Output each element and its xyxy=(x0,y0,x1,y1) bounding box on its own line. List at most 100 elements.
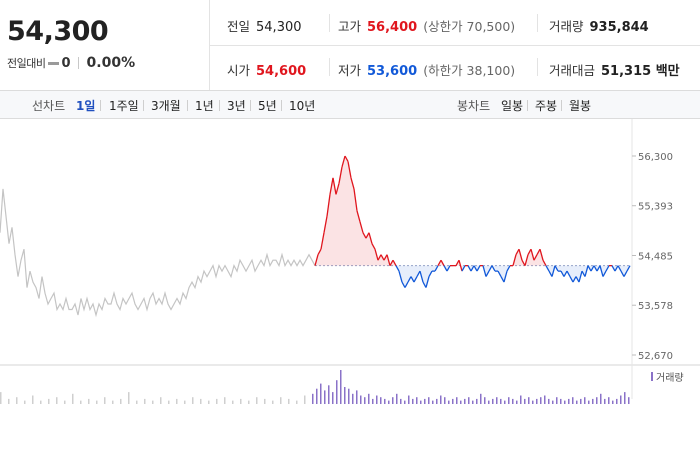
high-value: 56,400 xyxy=(367,20,418,35)
tab-weekly-candle[interactable]: 주봉 xyxy=(535,99,558,113)
up-price-segment xyxy=(539,249,544,261)
up-fill-segment xyxy=(348,161,351,266)
stat-prev-close: 전일 54,300 xyxy=(227,16,302,35)
chart-price-lines xyxy=(0,155,631,318)
up-price-segment xyxy=(542,259,547,266)
volume-bar xyxy=(380,397,382,404)
up-fill-segment xyxy=(345,156,348,266)
stat-row-divider xyxy=(209,45,700,46)
down-fill-segment xyxy=(405,265,408,288)
price-summary: 54,300 전일대비 0 0.00% xyxy=(0,0,209,90)
volume-bar xyxy=(392,397,394,404)
down-price-segment xyxy=(461,265,466,272)
volume-bar xyxy=(24,400,26,404)
volume-bar xyxy=(328,385,330,404)
down-fill-segment xyxy=(603,265,606,277)
volume-bar xyxy=(592,398,594,404)
y-tick-label: 55,393 xyxy=(638,202,673,213)
up-price-segment xyxy=(518,249,523,261)
tab-5-years[interactable]: 5년 xyxy=(258,99,277,113)
volume-bar xyxy=(540,397,542,404)
down-price-segment xyxy=(620,270,625,277)
up-price-segment xyxy=(530,249,535,261)
up-price-segment xyxy=(515,248,520,255)
volume-bar xyxy=(272,400,274,404)
up-price-segment xyxy=(335,183,340,195)
volume-bar xyxy=(348,388,350,404)
volume-bar xyxy=(232,400,234,404)
down-price-segment xyxy=(428,270,433,277)
volume-bar xyxy=(568,398,570,404)
tab-daily-candle[interactable]: 일봉 xyxy=(501,99,524,113)
volume-bars xyxy=(0,370,630,404)
volume-bar xyxy=(516,400,518,404)
up-price-segment xyxy=(512,254,517,266)
volume-bar xyxy=(580,398,582,404)
tab-1-week[interactable]: 1주일 xyxy=(109,99,139,113)
down-price-segment xyxy=(407,276,412,283)
volume-bar xyxy=(56,397,58,404)
quote-header: 54,300 전일대비 0 0.00% 전일 54,300 고가 56,400 … xyxy=(0,0,700,90)
down-price-segment xyxy=(419,270,424,283)
down-fill-segment xyxy=(402,265,405,288)
down-fill-segment xyxy=(486,265,489,277)
down-price-segment xyxy=(404,281,409,288)
up-price-segment xyxy=(326,194,331,217)
volume-bar xyxy=(376,395,378,404)
volume-bar xyxy=(420,400,422,404)
tab-monthly-candle[interactable]: 월봉 xyxy=(569,99,592,113)
price-chart: 56,300 55,393 54,485 53,578 52,670 거래량 xyxy=(0,119,700,404)
line-chart-label: 선차트 xyxy=(32,99,66,113)
tab-1-day[interactable]: 1일 xyxy=(76,99,96,113)
y-tick-label: 56,300 xyxy=(638,152,673,163)
down-price-segment xyxy=(602,270,607,277)
up-price-segment xyxy=(317,248,322,255)
prev-close-value: 54,300 xyxy=(256,20,302,35)
up-price-segment xyxy=(536,248,541,255)
volume-bar xyxy=(520,395,522,404)
volume-bar xyxy=(104,397,106,404)
down-price-segment xyxy=(467,265,472,272)
flat-change-icon xyxy=(48,61,60,65)
change-row: 전일대비 0 0.00% xyxy=(7,55,135,71)
down-price-segment xyxy=(482,265,487,277)
lower-limit: (하한가 38,100) xyxy=(423,63,516,78)
upper-limit: (상한가 70,500) xyxy=(423,19,516,34)
down-fill-segment xyxy=(423,265,426,288)
tab-10-years[interactable]: 10년 xyxy=(289,99,316,113)
down-price-segment xyxy=(548,270,553,277)
up-price-segment xyxy=(329,177,334,195)
volume-bar xyxy=(324,390,326,404)
volume-bar xyxy=(576,400,578,404)
stat-divider xyxy=(537,14,538,32)
volume-bar xyxy=(280,397,282,404)
up-fill-segment xyxy=(381,254,384,266)
high-label: 고가 xyxy=(338,19,362,34)
up-price-segment xyxy=(386,254,391,266)
down-price-segment xyxy=(560,270,565,277)
volume-bar xyxy=(524,398,526,404)
volume-bar xyxy=(476,398,478,404)
volume-legend: 거래량 xyxy=(651,372,684,384)
volume-bar xyxy=(396,393,398,404)
tab-divider xyxy=(143,100,144,111)
volume-bar xyxy=(256,397,258,404)
volume-bar xyxy=(428,397,430,404)
tab-3-years[interactable]: 3년 xyxy=(227,99,246,113)
volume-bar xyxy=(248,400,250,404)
up-fill-segment xyxy=(372,243,375,266)
tab-divider xyxy=(100,100,101,111)
down-price-segment xyxy=(443,265,448,272)
down-price-segment xyxy=(503,270,508,283)
down-price-segment xyxy=(491,265,496,272)
tab-1-year[interactable]: 1년 xyxy=(195,99,214,113)
volume-bar xyxy=(364,397,366,404)
tab-3-months[interactable]: 3개월 xyxy=(151,99,181,113)
up-price-segment xyxy=(341,155,346,168)
volume-bar xyxy=(448,400,450,404)
volume-bar xyxy=(372,398,374,404)
down-price-segment xyxy=(470,265,475,272)
down-price-segment xyxy=(614,265,619,272)
up-fill-segment xyxy=(342,156,345,266)
volume-bar xyxy=(120,398,122,404)
